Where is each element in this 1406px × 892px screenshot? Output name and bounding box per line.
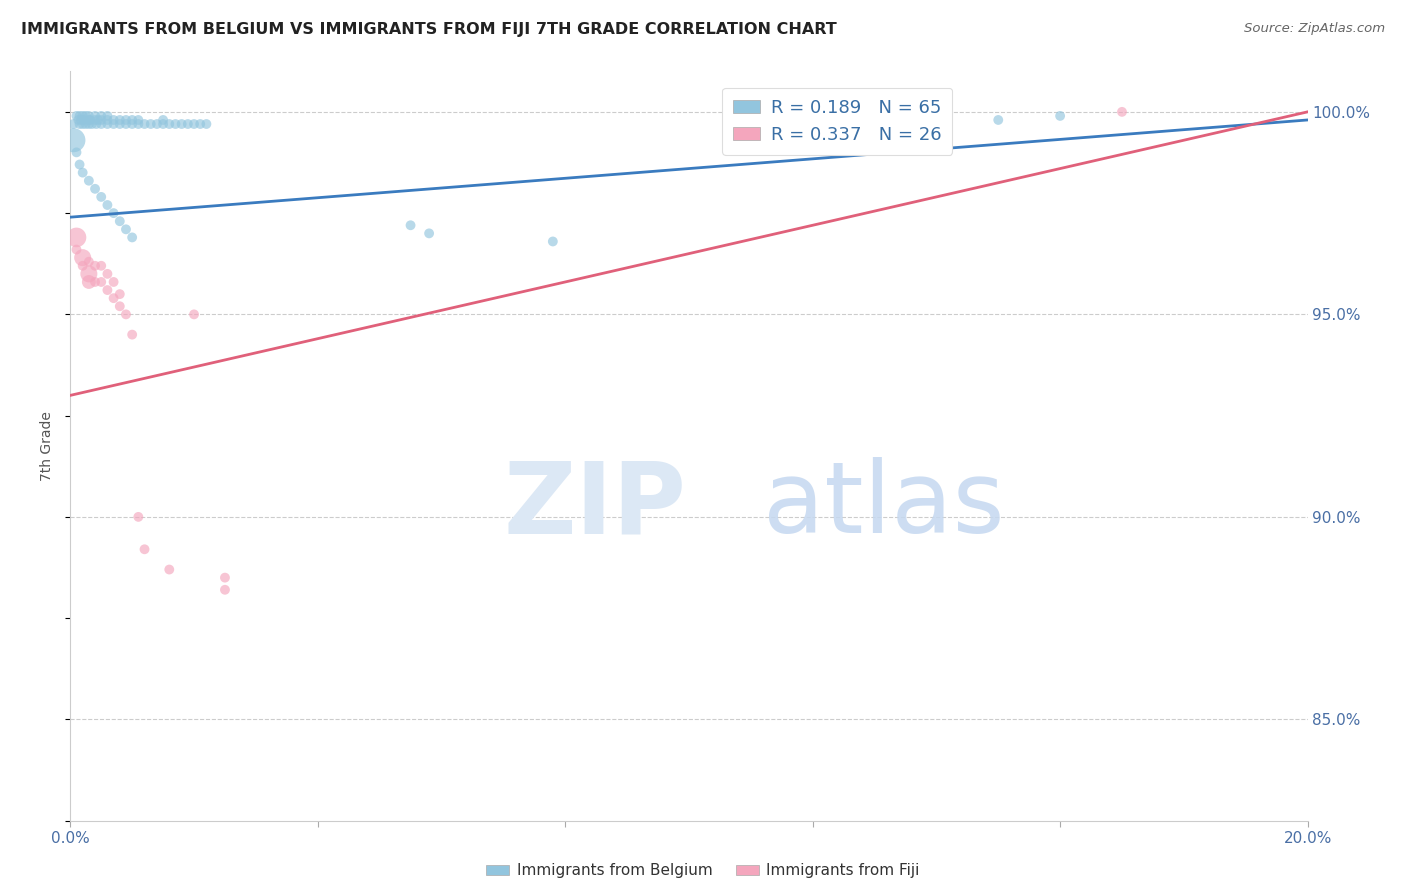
Point <box>146 117 169 131</box>
Point <box>188 117 211 131</box>
Point <box>157 117 180 131</box>
Point <box>90 109 112 123</box>
Point <box>72 166 94 180</box>
Point <box>69 109 91 123</box>
Point <box>62 133 84 147</box>
Point <box>75 117 97 131</box>
Point <box>121 230 143 244</box>
Legend: Immigrants from Belgium, Immigrants from Fiji: Immigrants from Belgium, Immigrants from… <box>481 857 925 884</box>
Point <box>65 243 87 257</box>
Point <box>127 509 149 524</box>
Point <box>1111 104 1133 119</box>
Point <box>77 112 100 127</box>
Point <box>87 112 110 127</box>
Point <box>65 145 87 160</box>
Point <box>65 230 87 244</box>
Point <box>115 112 138 127</box>
Text: IMMIGRANTS FROM BELGIUM VS IMMIGRANTS FROM FIJI 7TH GRADE CORRELATION CHART: IMMIGRANTS FROM BELGIUM VS IMMIGRANTS FR… <box>21 22 837 37</box>
Point <box>69 117 91 131</box>
Point <box>84 117 107 131</box>
Point <box>108 112 131 127</box>
Point <box>90 112 112 127</box>
Point <box>399 219 422 233</box>
Point <box>103 112 125 127</box>
Point <box>108 117 131 131</box>
Y-axis label: 7th Grade: 7th Grade <box>41 411 55 481</box>
Point <box>84 182 107 196</box>
Point <box>183 117 205 131</box>
Point <box>69 157 91 171</box>
Point <box>127 112 149 127</box>
Point <box>75 109 97 123</box>
Point <box>115 117 138 131</box>
Point <box>90 275 112 289</box>
Point <box>103 291 125 305</box>
Point <box>987 112 1010 127</box>
Point <box>73 112 96 127</box>
Point <box>90 190 112 204</box>
Point <box>72 251 94 265</box>
Point <box>77 267 100 281</box>
Point <box>62 117 84 131</box>
Point <box>183 307 205 321</box>
Point <box>214 582 236 597</box>
Point <box>70 112 93 127</box>
Legend: R = 0.189   N = 65, R = 0.337   N = 26: R = 0.189 N = 65, R = 0.337 N = 26 <box>721 88 952 154</box>
Point <box>84 275 107 289</box>
Point <box>77 117 100 131</box>
Point <box>1049 109 1071 123</box>
Point <box>108 214 131 228</box>
Point <box>72 117 94 131</box>
Point <box>195 117 218 131</box>
Text: ZIP: ZIP <box>503 458 686 555</box>
Point <box>134 117 156 131</box>
Point <box>157 562 180 576</box>
Point <box>96 109 118 123</box>
Point <box>418 227 440 241</box>
Point <box>84 112 107 127</box>
Point <box>541 235 564 249</box>
Point <box>84 259 107 273</box>
Point <box>90 259 112 273</box>
Point <box>77 174 100 188</box>
Point <box>79 112 101 127</box>
Point <box>90 117 112 131</box>
Point <box>139 117 162 131</box>
Text: atlas: atlas <box>763 458 1005 555</box>
Point <box>67 112 90 127</box>
Point <box>77 254 100 268</box>
Point <box>108 287 131 301</box>
Point <box>77 275 100 289</box>
Point <box>214 571 236 585</box>
Point <box>96 198 118 212</box>
Point <box>152 112 174 127</box>
Point <box>165 117 187 131</box>
Point <box>80 117 103 131</box>
Point <box>121 112 143 127</box>
Point <box>103 206 125 220</box>
Point <box>177 117 200 131</box>
Point <box>115 307 138 321</box>
Point <box>96 117 118 131</box>
Text: Source: ZipAtlas.com: Source: ZipAtlas.com <box>1244 22 1385 36</box>
Point <box>121 327 143 342</box>
Point <box>127 117 149 131</box>
Point <box>96 283 118 297</box>
Point <box>121 117 143 131</box>
Point <box>152 117 174 131</box>
Point <box>84 109 107 123</box>
Point <box>115 222 138 236</box>
Point <box>96 112 118 127</box>
Point <box>96 267 118 281</box>
Point <box>103 275 125 289</box>
Point <box>72 259 94 273</box>
Point <box>65 109 87 123</box>
Point <box>108 299 131 313</box>
Point <box>170 117 193 131</box>
Point <box>72 109 94 123</box>
Point <box>103 117 125 131</box>
Point <box>77 109 100 123</box>
Point <box>134 542 156 557</box>
